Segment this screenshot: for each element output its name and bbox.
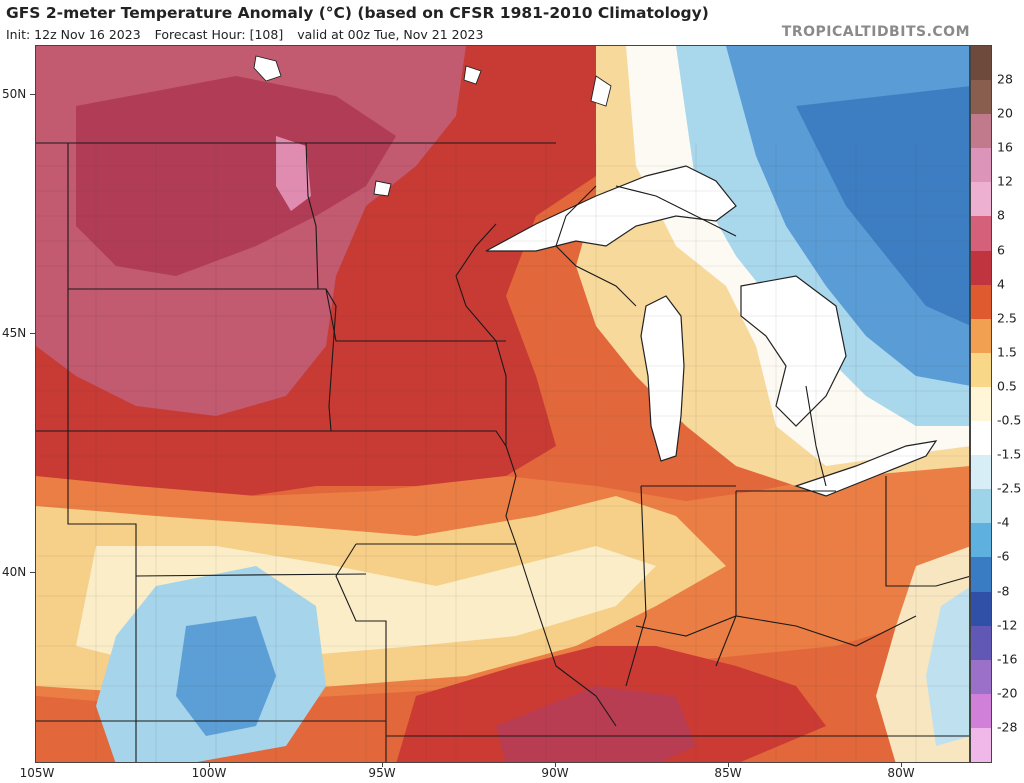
colorbar-label: 28 [997, 71, 1013, 87]
colorbar-swatch [971, 455, 991, 490]
lat-tick [30, 333, 35, 334]
colorbar-label: -4 [997, 514, 1010, 530]
colorbar-swatch [971, 727, 991, 763]
lat-label-50: 50N [2, 87, 27, 101]
lat-label-40: 40N [2, 565, 27, 579]
colorbar-swatch [971, 352, 991, 388]
lon-label-100: 100W [191, 766, 227, 780]
colorbar-label: 12 [997, 173, 1013, 189]
lon-label-105: 105W [19, 766, 55, 780]
colorbar-label: -1.5 [997, 446, 1022, 462]
state-boundaries [36, 142, 969, 762]
header-title: GFS 2-meter Temperature Anomaly (°C) (ba… [6, 4, 709, 22]
colorbar-swatch [971, 523, 991, 558]
colorbar-label: -28 [997, 719, 1018, 735]
colorbar-swatch [971, 114, 991, 149]
colorbar-label: -2.5 [997, 480, 1022, 496]
lon-label-80: 80W [887, 766, 915, 780]
colorbar-swatch [971, 693, 991, 729]
colorbar-swatch [971, 625, 991, 661]
lon-tick [209, 763, 210, 767]
colorbar-label: 1.5 [997, 344, 1017, 360]
colorbar-label: -0.5 [997, 412, 1022, 428]
colorbar-swatch [971, 659, 991, 695]
anomaly-field-se-light-blue [926, 587, 969, 746]
colorbar-label: 4 [997, 276, 1005, 292]
lake-erie [794, 440, 938, 497]
colorbar-swatch [971, 489, 991, 524]
colorbar-swatch [971, 591, 991, 627]
canadian-lakes [253, 55, 612, 197]
colorbar-label: -6 [997, 548, 1010, 564]
anomaly-map [36, 46, 969, 762]
colorbar-swatch [971, 421, 991, 456]
colorbar-label: 16 [997, 139, 1013, 155]
county-grid [36, 143, 969, 762]
colorbar-label: 0.5 [997, 378, 1017, 394]
colorbar-label: -12 [997, 617, 1018, 633]
colorbar-swatch [971, 250, 991, 286]
colorbar-swatch [971, 557, 991, 593]
colorbar-label: -20 [997, 685, 1018, 701]
header-subtitle: Init: 12z Nov 16 2023 Forecast Hour: [10… [6, 27, 493, 42]
colorbar-swatch [971, 386, 991, 422]
map-frame[interactable] [35, 45, 970, 763]
valid-time: valid at 00z Tue, Nov 21 2023 [297, 27, 484, 42]
anomaly-field-hot-core [76, 76, 396, 276]
colorbar-swatch [971, 148, 991, 183]
lake-huron [740, 275, 847, 427]
colorbar-label: -16 [997, 651, 1018, 667]
colorbar-swatch [971, 216, 991, 252]
anomaly-field-colder-east [796, 86, 969, 326]
colorbar-label: 2.5 [997, 310, 1017, 326]
lon-tick [901, 763, 902, 767]
colorbar-label: 6 [997, 242, 1005, 258]
lon-label-90: 90W [541, 766, 569, 780]
lon-tick [555, 763, 556, 767]
colorbar-label: -8 [997, 583, 1010, 599]
lake-superior [485, 165, 737, 252]
init-time: Init: 12z Nov 16 2023 [6, 27, 141, 42]
lon-tick [728, 763, 729, 767]
colorbar [970, 45, 992, 763]
lat-tick [30, 94, 35, 95]
lat-tick [30, 572, 35, 573]
colorbar-swatch [971, 284, 991, 320]
lake-michigan [640, 295, 685, 462]
anomaly-field-cold-sw [176, 616, 276, 736]
anomaly-field-pink-patch [276, 136, 311, 211]
colorbar-swatch [971, 182, 991, 217]
forecast-hour: Forecast Hour: [108] [154, 27, 284, 42]
lat-label-45: 45N [2, 326, 27, 340]
anomaly-field-south-hot [496, 686, 696, 762]
colorbar-label: 20 [997, 105, 1013, 121]
colorbar-swatch [971, 80, 991, 115]
lon-label-85: 85W [714, 766, 742, 780]
colorbar-label: 8 [997, 207, 1005, 223]
lon-label-95: 95W [368, 766, 396, 780]
colorbar-swatch [971, 318, 991, 354]
brand-watermark: TROPICALTIDBITS.COM [781, 24, 970, 40]
lon-tick [382, 763, 383, 767]
colorbar-swatch [971, 46, 991, 81]
